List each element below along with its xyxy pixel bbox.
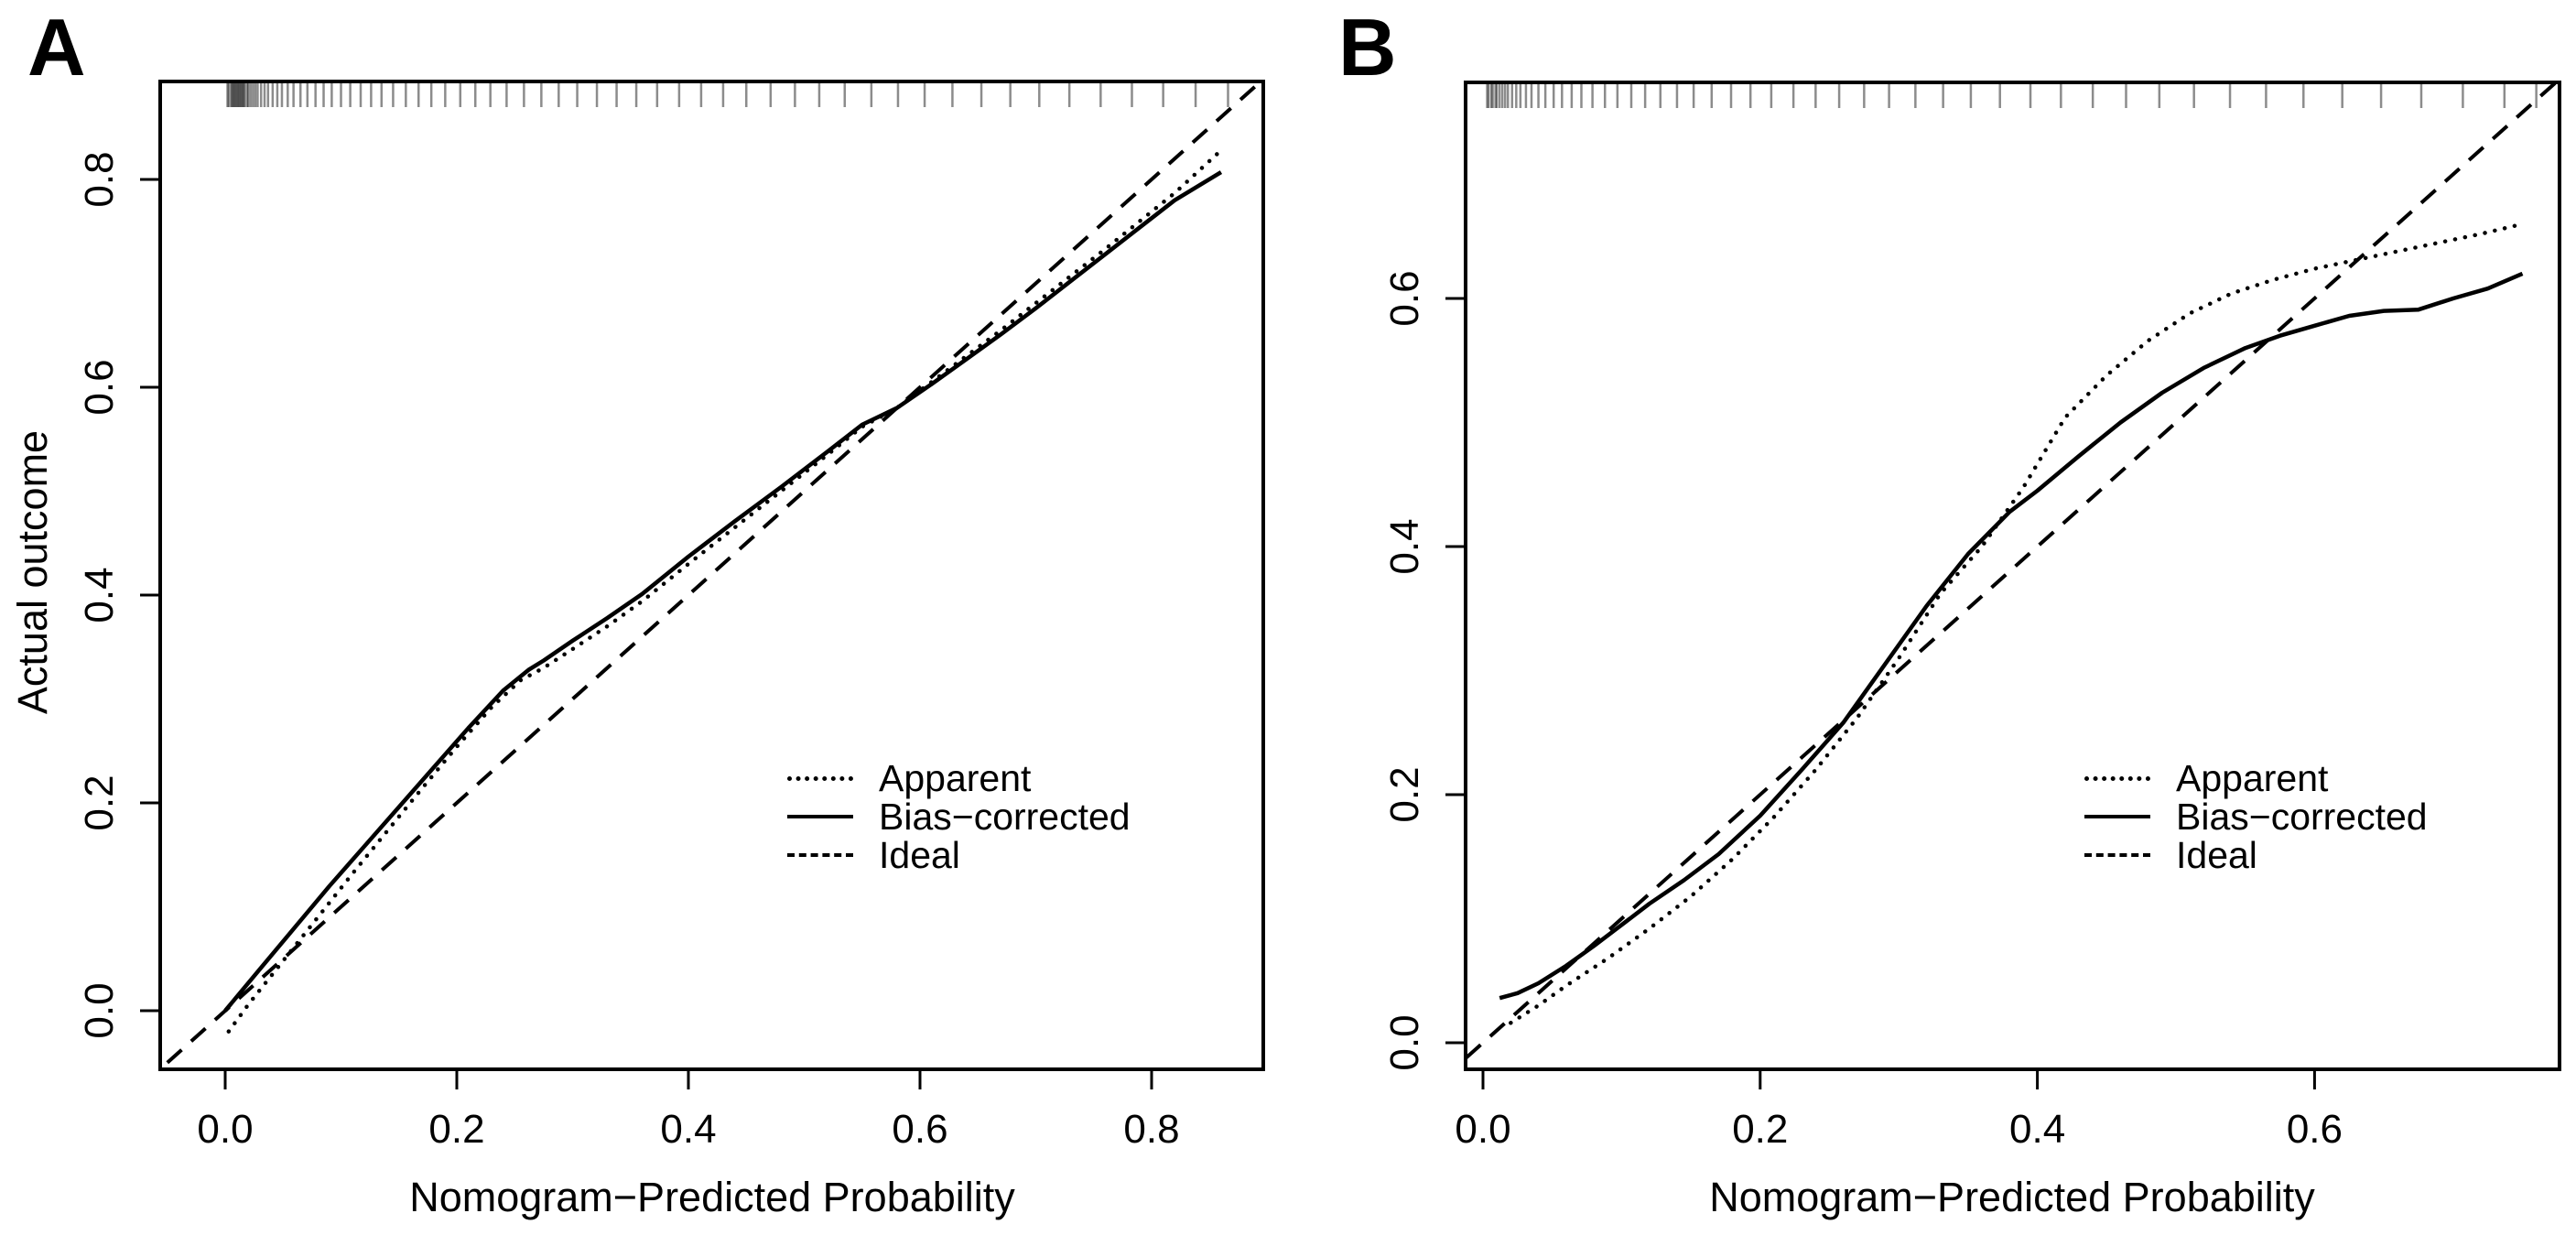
x-tick-label: 0.4 (660, 1107, 716, 1152)
legend-label-bias-corrected: Bias−corrected (879, 795, 1131, 838)
legend-row-ideal: Ideal (787, 836, 1131, 874)
dotted-line-sample (787, 775, 853, 781)
x-tick-label: 0.8 (1123, 1107, 1179, 1152)
plot-box (1464, 81, 2561, 1071)
legend-label-bias-corrected: Bias−corrected (2176, 795, 2428, 838)
series-solid-line (1499, 271, 2524, 1001)
series-dotted-line (1509, 222, 2525, 1025)
y-tick-label: 0.0 (77, 982, 122, 1038)
plot-box (158, 80, 1265, 1071)
x-tick-label: 0.2 (428, 1107, 484, 1152)
y-tick-label: 0.4 (77, 567, 122, 623)
y-tick-label: 0.4 (1382, 518, 1427, 574)
x-tick-label: 0.4 (2009, 1107, 2065, 1152)
legend-label-ideal: Ideal (2176, 833, 2257, 876)
x-tick-label: 0.6 (892, 1107, 947, 1152)
y-tick-label: 0.2 (77, 775, 122, 830)
legend-row-ideal: Ideal (2084, 836, 2428, 874)
series-dashed-line (166, 84, 1258, 1065)
y-tick-label: 0.2 (1382, 766, 1427, 822)
legend-label-apparent: Apparent (2176, 756, 2329, 799)
legend-row-bias-corrected: Bias−corrected (787, 797, 1131, 836)
series-dotted-line (226, 147, 1224, 1034)
dashed-line-sample (787, 853, 853, 857)
solid-line-sample (787, 815, 853, 818)
panel-a-xaxis-title: Nomogram−Predicted Probability (409, 1174, 1015, 1220)
y-tick-label: 0.0 (1382, 1014, 1427, 1070)
x-tick-label: 0.0 (197, 1107, 253, 1152)
y-tick-label: 0.6 (1382, 270, 1427, 326)
dotted-line-sample (2084, 775, 2150, 781)
panel-a-yaxis-title: Actual outcome (9, 429, 56, 715)
panel-b-xaxis-title: Nomogram−Predicted Probability (1709, 1174, 2315, 1220)
solid-line-sample (2084, 815, 2150, 818)
legend-row-apparent: Apparent (2084, 759, 2428, 797)
dashed-line-sample (2084, 853, 2150, 857)
panel-a-legend: Apparent Bias−corrected Ideal (787, 759, 1131, 874)
legend-row-bias-corrected: Bias−corrected (2084, 797, 2428, 836)
legend-row-apparent: Apparent (787, 759, 1131, 797)
x-tick-label: 0.6 (2287, 1107, 2343, 1152)
panel-a-letter: A (27, 2, 86, 92)
y-tick-label: 0.8 (77, 151, 122, 207)
series-solid-line (223, 170, 1223, 1013)
series-dashed-line (1465, 81, 2558, 1059)
x-tick-label: 0.2 (1732, 1107, 1788, 1152)
panel-b-legend: Apparent Bias−corrected Ideal (2084, 759, 2428, 874)
x-tick-label: 0.0 (1455, 1107, 1510, 1152)
panel-b-letter: B (1338, 2, 1397, 92)
y-tick-label: 0.6 (77, 359, 122, 415)
legend-label-ideal: Ideal (879, 833, 960, 876)
legend-label-apparent: Apparent (879, 756, 1032, 799)
